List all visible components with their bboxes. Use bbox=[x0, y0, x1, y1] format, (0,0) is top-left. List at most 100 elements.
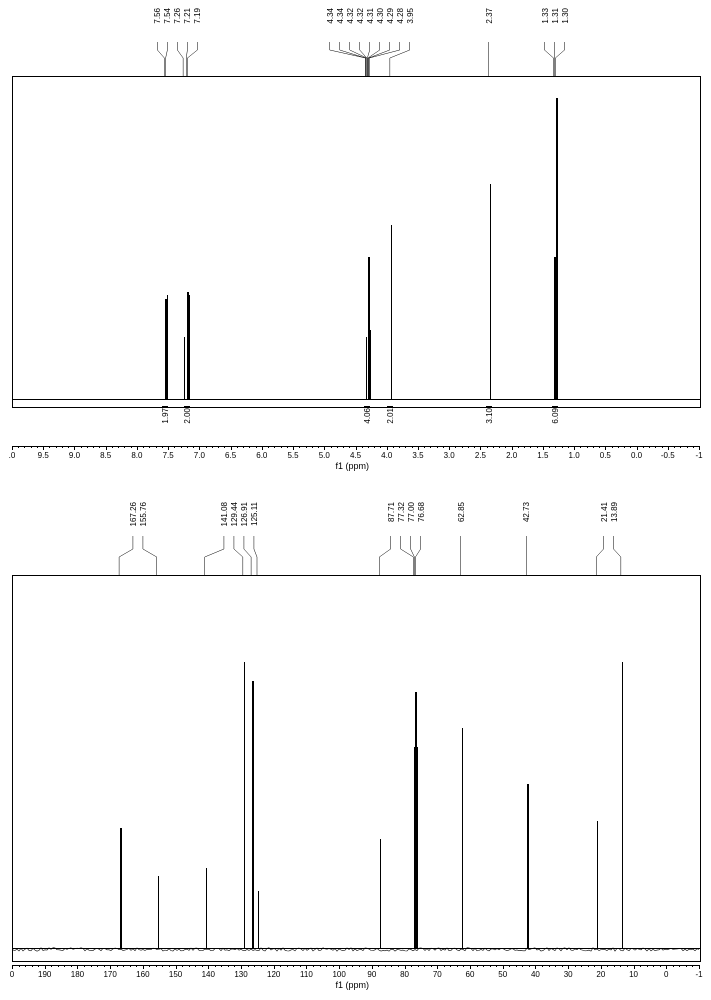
x-axis-minor-tick bbox=[555, 965, 556, 967]
x-axis-tick-label: 150 bbox=[169, 970, 182, 979]
x-axis-tick bbox=[449, 446, 450, 450]
x-axis-tick bbox=[176, 965, 177, 969]
x-axis-minor-tick bbox=[37, 446, 38, 448]
x-axis-minor-tick bbox=[117, 965, 118, 967]
x-axis-minor-tick bbox=[287, 965, 288, 967]
x-axis-minor-tick bbox=[673, 965, 674, 967]
x-axis-tick bbox=[535, 965, 536, 969]
x-axis-minor-tick bbox=[56, 446, 57, 448]
x-axis-minor-tick bbox=[483, 965, 484, 967]
x-axis-minor-tick bbox=[640, 965, 641, 967]
x-axis-minor-tick bbox=[254, 965, 255, 967]
x-axis-tick-label: 140 bbox=[202, 970, 215, 979]
x-axis-tick bbox=[574, 446, 575, 450]
x-axis-tick-label: 30 bbox=[564, 970, 573, 979]
peak bbox=[120, 828, 122, 950]
x-axis-tick-label: 8.5 bbox=[100, 451, 111, 460]
x-axis-minor-tick bbox=[202, 965, 203, 967]
x-axis-minor-tick bbox=[58, 965, 59, 967]
peak bbox=[244, 662, 246, 949]
x-axis-tick-label: 180 bbox=[71, 970, 84, 979]
x-axis-minor-tick bbox=[624, 446, 625, 448]
integral-mark bbox=[552, 406, 558, 409]
x-axis-minor-tick bbox=[25, 965, 26, 967]
x-axis-tick bbox=[339, 965, 340, 969]
x-axis-tick-label: 100 bbox=[332, 970, 345, 979]
x-axis-tick-label: 110 bbox=[300, 970, 313, 979]
x-axis-minor-tick bbox=[418, 965, 419, 967]
x-axis-minor-tick bbox=[443, 446, 444, 448]
x-axis-minor-tick bbox=[248, 965, 249, 967]
x-axis-tick-label: 9.0 bbox=[69, 451, 80, 460]
x-axis-tick-label: 60 bbox=[466, 970, 475, 979]
x-axis-tick-label: 5.0 bbox=[319, 451, 330, 460]
x-axis-minor-tick bbox=[499, 446, 500, 448]
x-axis-minor-tick bbox=[594, 965, 595, 967]
x-axis-tick bbox=[699, 965, 700, 969]
x-axis-tick-label: 0 bbox=[664, 970, 668, 979]
x-axis-minor-tick bbox=[281, 446, 282, 448]
peak bbox=[462, 728, 464, 949]
x-axis-minor-tick bbox=[385, 965, 386, 967]
x-axis-minor-tick bbox=[293, 965, 294, 967]
x-axis-minor-tick bbox=[649, 446, 650, 448]
peak-label-bracket bbox=[12, 6, 699, 76]
x-axis-tick bbox=[512, 446, 513, 450]
x-axis-minor-tick bbox=[124, 446, 125, 448]
x-axis-tick-label: 4.5 bbox=[350, 451, 361, 460]
x-axis-minor-tick bbox=[555, 446, 556, 448]
x-axis-tick bbox=[372, 965, 373, 969]
x-axis-minor-tick bbox=[337, 446, 338, 448]
x-axis-minor-tick bbox=[524, 446, 525, 448]
x-axis-tick-label: 40 bbox=[531, 970, 540, 979]
x-axis-minor-tick bbox=[368, 446, 369, 448]
x-axis-minor-tick bbox=[228, 965, 229, 967]
x-axis-tick bbox=[106, 446, 107, 450]
x-axis-minor-tick bbox=[118, 446, 119, 448]
x-axis-tick bbox=[293, 446, 294, 450]
x-axis-minor-tick bbox=[549, 446, 550, 448]
x-axis-minor-tick bbox=[424, 965, 425, 967]
x-axis-minor-tick bbox=[234, 965, 235, 967]
x-axis-tick-label: 3.0 bbox=[444, 451, 455, 460]
x-axis-minor-tick bbox=[267, 965, 268, 967]
x-axis-tick bbox=[43, 446, 44, 450]
x-axis-tick-label: 50 bbox=[498, 970, 507, 979]
x-axis-tick bbox=[637, 446, 638, 450]
peak bbox=[527, 784, 529, 950]
peak bbox=[252, 681, 254, 950]
x-axis-minor-tick bbox=[359, 965, 360, 967]
x-axis-tick-label: 0 bbox=[10, 970, 14, 979]
x-axis-tick-label: 120 bbox=[267, 970, 280, 979]
x-axis-minor-tick bbox=[686, 965, 687, 967]
x-axis-minor-tick bbox=[588, 965, 589, 967]
x-axis-minor-tick bbox=[195, 965, 196, 967]
x-axis-minor-tick bbox=[530, 446, 531, 448]
integral-mark bbox=[184, 406, 190, 409]
x-axis-minor-tick bbox=[599, 446, 600, 448]
x-axis-tick bbox=[324, 446, 325, 450]
x-axis-minor-tick bbox=[131, 446, 132, 448]
x-axis-tick-label: 130 bbox=[234, 970, 247, 979]
x-axis-tick bbox=[437, 965, 438, 969]
x-axis-minor-tick bbox=[99, 446, 100, 448]
x-axis-minor-tick bbox=[249, 446, 250, 448]
proton-plot-area bbox=[12, 76, 701, 408]
x-axis-minor-tick bbox=[261, 965, 262, 967]
x-axis-minor-tick bbox=[62, 446, 63, 448]
x-axis-tick bbox=[199, 446, 200, 450]
peak bbox=[370, 330, 371, 400]
x-axis-minor-tick bbox=[653, 965, 654, 967]
x-axis-tick bbox=[110, 965, 111, 969]
x-axis-minor-tick bbox=[493, 446, 494, 448]
x-axis-minor-tick bbox=[212, 446, 213, 448]
x-axis-tick bbox=[12, 446, 13, 450]
x-axis-minor-tick bbox=[549, 965, 550, 967]
integral-label: 2.00 bbox=[183, 408, 192, 424]
integral-label: 1.97 bbox=[161, 408, 170, 424]
x-axis-minor-tick bbox=[162, 446, 163, 448]
x-axis-minor-tick bbox=[68, 446, 69, 448]
x-axis-tick bbox=[543, 446, 544, 450]
x-axis-minor-tick bbox=[149, 965, 150, 967]
x-axis-minor-tick bbox=[18, 446, 19, 448]
